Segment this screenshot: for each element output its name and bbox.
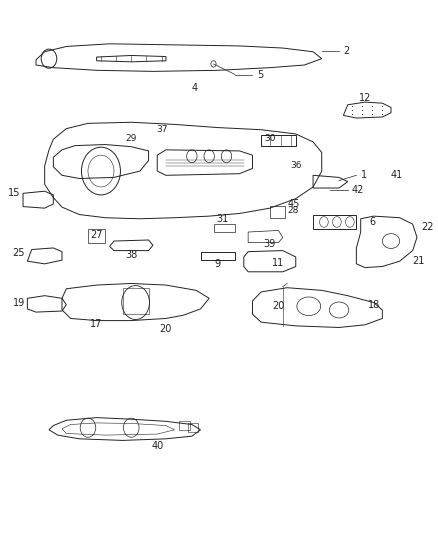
Text: 25: 25 <box>12 248 25 259</box>
Text: 2: 2 <box>343 46 350 56</box>
Text: 1: 1 <box>361 171 367 180</box>
Text: 12: 12 <box>359 93 371 103</box>
Text: 22: 22 <box>421 222 434 232</box>
Text: 45: 45 <box>287 199 300 209</box>
Bar <box>187 423 198 432</box>
Text: 21: 21 <box>413 256 425 266</box>
Text: 4: 4 <box>192 83 198 93</box>
Text: 40: 40 <box>151 441 163 451</box>
Text: 11: 11 <box>272 259 285 268</box>
Bar <box>88 229 105 243</box>
Text: 31: 31 <box>216 214 228 224</box>
Text: 15: 15 <box>8 188 21 198</box>
Text: 39: 39 <box>264 239 276 249</box>
Text: 20: 20 <box>272 301 285 311</box>
Text: 37: 37 <box>156 125 167 134</box>
Text: 30: 30 <box>264 134 276 143</box>
Text: 41: 41 <box>391 171 403 180</box>
Text: 42: 42 <box>352 184 364 195</box>
Text: 18: 18 <box>367 300 380 310</box>
Text: 28: 28 <box>287 206 298 215</box>
Text: 27: 27 <box>90 230 103 240</box>
Text: 19: 19 <box>13 297 25 308</box>
Text: 20: 20 <box>160 324 172 334</box>
Text: 9: 9 <box>215 260 221 269</box>
Text: 29: 29 <box>126 134 137 143</box>
Bar <box>179 421 190 430</box>
Text: 6: 6 <box>369 217 375 227</box>
Text: 17: 17 <box>90 319 103 329</box>
Text: 36: 36 <box>290 161 301 170</box>
Text: 5: 5 <box>257 70 263 79</box>
Text: 38: 38 <box>125 250 138 260</box>
Bar <box>270 206 285 217</box>
